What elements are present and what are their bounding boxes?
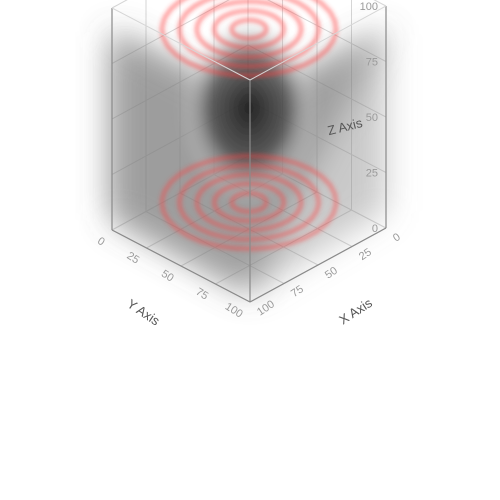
- top-edge: [249, 5, 387, 81]
- ring-top: [194, 0, 304, 60]
- ring-bottom: [194, 172, 304, 233]
- z-tick-label: 75: [366, 57, 378, 69]
- x-tick-label: 0: [391, 231, 403, 244]
- z-tick-label: 50: [366, 112, 378, 124]
- x-tick-label: 25: [357, 246, 374, 263]
- y-axis-title: Y Axis: [124, 296, 163, 329]
- volume-layer: [112, 0, 386, 294]
- z-tick-label: 0: [372, 223, 378, 235]
- x-tick-label: 100: [255, 298, 277, 318]
- ring-top: [229, 17, 269, 41]
- ring-top: [159, 0, 339, 78]
- z-tick-label: 100: [360, 1, 378, 13]
- y-tick-label: 75: [194, 286, 211, 303]
- x-tick-label: 75: [289, 283, 306, 300]
- x-axis-title: X Axis: [336, 295, 375, 328]
- top-edge: [111, 7, 251, 81]
- front-edges: [111, 5, 387, 303]
- y-tick-label: 25: [125, 250, 142, 267]
- axis-edge: [249, 227, 387, 303]
- axis-edge: [111, 229, 251, 303]
- y-tick-label: 0: [95, 235, 107, 248]
- y-tick-label: 50: [159, 268, 176, 285]
- ring-top: [177, 0, 321, 69]
- ring-bottom: [159, 153, 339, 251]
- y-tick-label: 100: [223, 301, 245, 321]
- x-tick-label: 50: [323, 265, 340, 282]
- ring-top: [212, 8, 286, 50]
- ring-bottom: [177, 163, 321, 242]
- z-tick-label: 25: [366, 168, 378, 180]
